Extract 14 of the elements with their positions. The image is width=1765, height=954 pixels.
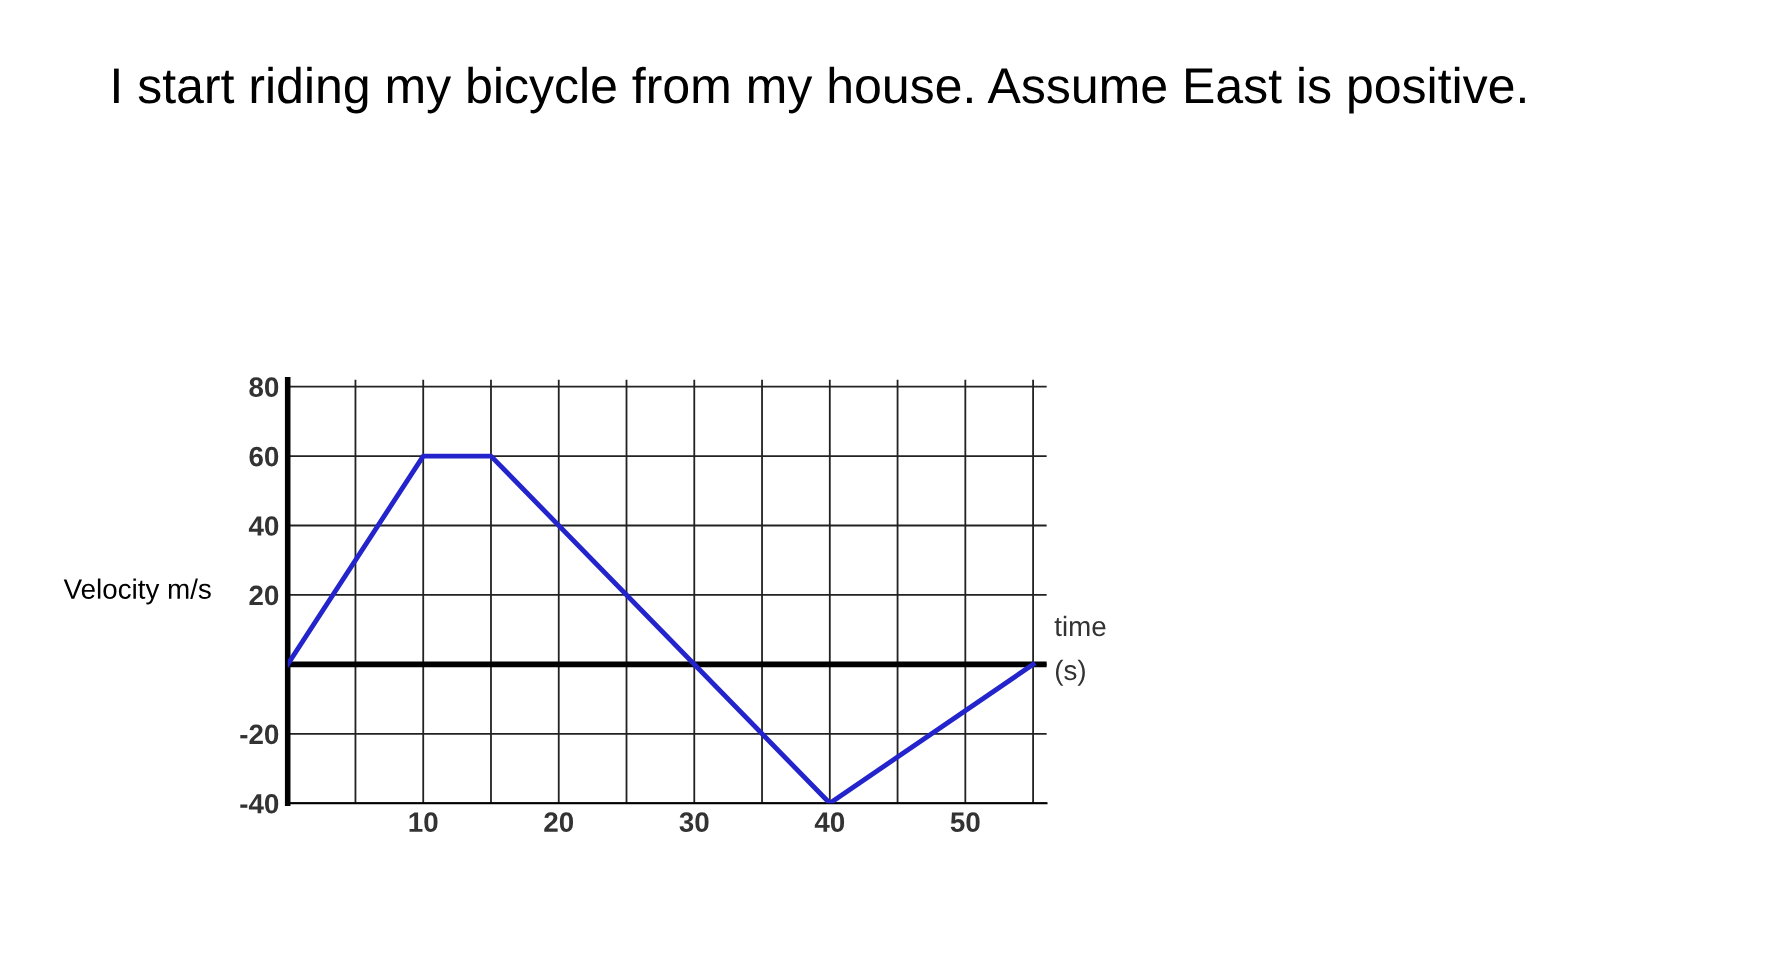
y-tick-label: 40 bbox=[248, 516, 279, 536]
y-tick-label: -20 bbox=[240, 724, 279, 745]
x-tick-label: 50 bbox=[950, 812, 980, 832]
x-tick-label: 40 bbox=[814, 812, 845, 832]
x-tick-label: 20 bbox=[544, 812, 574, 832]
chart-title: I start riding my bicycle from my house. Assume East is positive. bbox=[114, 66, 1525, 114]
y-tick-label: 80 bbox=[249, 377, 279, 397]
x-tick-label: 30 bbox=[679, 812, 709, 833]
y-tick-label: -40 bbox=[240, 793, 279, 814]
x-axis-title: time (s) bbox=[1054, 615, 1106, 686]
y-axis-title: Velocity m/s bbox=[63, 578, 211, 605]
y-tick-label: 20 bbox=[249, 585, 279, 606]
y-tick-label: 60 bbox=[249, 446, 279, 467]
x-tick-label: 10 bbox=[409, 812, 438, 832]
